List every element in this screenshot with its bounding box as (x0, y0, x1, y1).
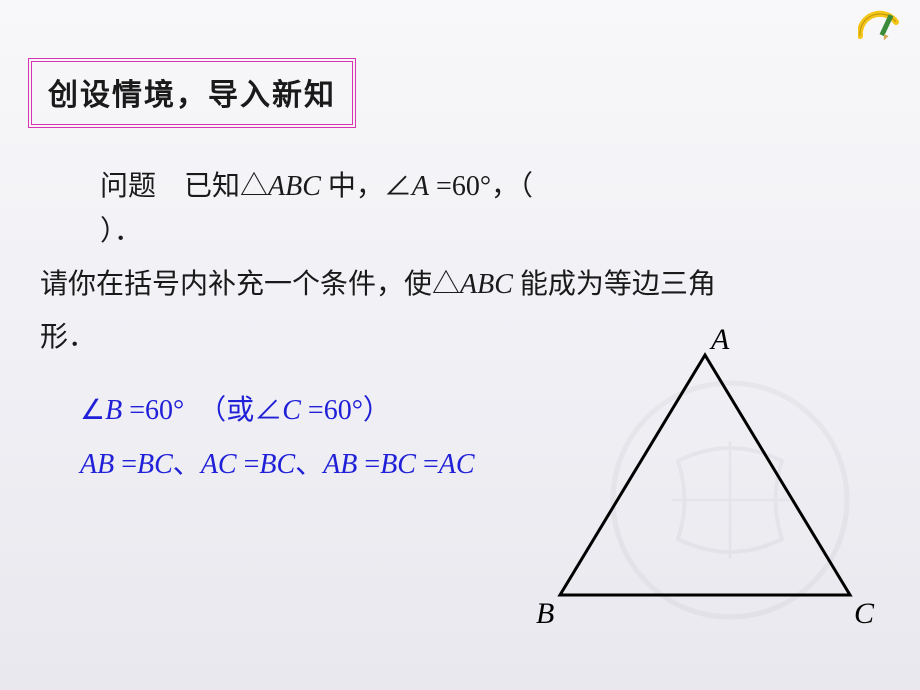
problem-line-1: 问题 已知△ABC 中，∠A =60°，（ (100, 165, 880, 210)
ruler-pencil-icon (858, 10, 902, 44)
triangle-diagram: A B C (520, 325, 890, 635)
section-title-box: 创设情境，导入新知 (28, 58, 356, 128)
svg-text:A: A (709, 325, 730, 356)
svg-text:B: B (536, 597, 554, 630)
problem-line-2: 请你在括号内补充一个条件，使△ABC 能成为等边三角 (40, 261, 880, 309)
svg-text:C: C (854, 597, 875, 630)
section-title: 创设情境，导入新知 (48, 70, 336, 114)
problem-line-1b: ）． (100, 210, 880, 255)
